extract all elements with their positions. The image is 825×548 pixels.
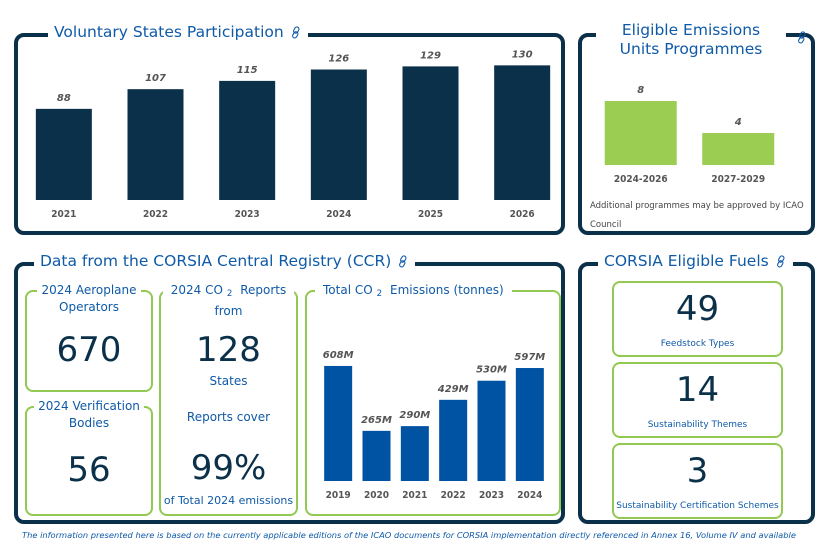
fuel-schemes-value: 3 [686, 451, 709, 491]
reports-cover-label: Reports cover [186, 410, 271, 424]
fuel-schemes-label: Sustainability Certification Schemes [616, 501, 779, 511]
fuel-feedstock-value: 49 [675, 289, 720, 329]
link-icon[interactable] [775, 254, 787, 268]
eeu-data-label: 4 [734, 117, 742, 128]
vsp-data-label: 115 [237, 65, 258, 76]
voluntary-states-panel: Voluntary States Participation 88 2021 107… [14, 23, 565, 235]
em-category-label: 2023 [479, 490, 504, 501]
emissions-card: Total CO 2 Emissions (tonnes) 608M 2019 265… [305, 283, 561, 516]
vsp-bar[interactable] [494, 65, 551, 200]
em-bar[interactable] [324, 365, 353, 481]
link-icon[interactable] [796, 31, 808, 44]
vsp-data-label: 129 [420, 50, 441, 61]
fuels-title: CORSIA Eligible Fuels [598, 252, 793, 270]
link-icon[interactable] [397, 254, 409, 268]
reports-card: 2024 CO 2 Reports from 128 States Reports… [159, 283, 298, 516]
eeu-data-label: 8 [637, 85, 644, 96]
fuel-feedstock-label: Feedstock Types [660, 339, 735, 349]
em-data-label: 290M [399, 410, 430, 421]
fuel-themes-value: 14 [675, 370, 720, 410]
fuels-panel: CORSIA Eligible Fuels 49 Feedstock Types… [578, 252, 815, 524]
em-data-label: 530M [476, 365, 507, 376]
ccr-panel: Data from the CORSIA Central Registry (C… [14, 252, 565, 524]
fuels-title-text: CORSIA Eligible Fuels [604, 252, 769, 270]
vsp-bar[interactable] [310, 69, 367, 201]
vsp-category-label: 2026 [510, 209, 535, 220]
eligible-units-note: Additional programmes may be approved by… [590, 201, 804, 230]
fuel-feedstock-card: 49 Feedstock Types [612, 281, 783, 357]
eligible-units-title-line1: Eligible Emissions [621, 21, 761, 39]
em-bar[interactable] [362, 430, 391, 481]
vsp-bar[interactable] [35, 108, 92, 200]
em-category-label: 2024 [517, 490, 542, 501]
vsp-bar[interactable] [127, 89, 184, 200]
eligible-units-chart: 8 2024-2026 4 2027-2029 [604, 85, 775, 185]
eligible-units-title: Eligible Emissions Units Programmes [596, 21, 806, 59]
reports-cover-caption: of Total 2024 emissions [163, 494, 294, 507]
eeu-bar[interactable] [604, 101, 677, 165]
vsp-data-label: 107 [145, 73, 166, 84]
ccr-title-text: Data from the CORSIA Central Registry (C… [40, 252, 392, 270]
eeu-category-label: 2027-2029 [711, 174, 765, 185]
verification-card: 2024 Verification Bodies 56 [25, 399, 153, 516]
em-bar[interactable] [439, 399, 468, 481]
voluntary-states-chart: 88 2021 107 2022 115 2023 126 2024 129 2025 130 202… [35, 49, 551, 220]
em-bar[interactable] [400, 426, 429, 481]
reports-states-value: 128 [196, 330, 261, 370]
vsp-category-label: 2021 [51, 209, 76, 220]
eeu-category-label: 2024-2026 [614, 174, 668, 185]
vsp-bar[interactable] [219, 80, 276, 200]
operators-card: 2024 Aeroplane Operators 670 [25, 283, 153, 392]
vsp-data-label: 88 [57, 93, 71, 104]
voluntary-states-title: Voluntary States Participation [48, 23, 308, 41]
em-category-label: 2019 [326, 490, 351, 501]
vsp-data-label: 126 [328, 54, 349, 65]
eeu-bar[interactable] [702, 133, 775, 165]
verification-title: 2024 Verification Bodies [27, 398, 151, 432]
link-icon[interactable] [290, 25, 302, 39]
eligible-units-panel: Eligible Emissions Units Programmes 8 202… [578, 21, 815, 235]
operators-title: 2024 Aeroplane Operators [27, 282, 151, 316]
reports-states-caption: States [209, 374, 248, 388]
reports-cover-value: 99% [190, 448, 267, 488]
verification-value: 56 [67, 450, 111, 490]
em-category-label: 2020 [364, 490, 389, 501]
vsp-bar[interactable] [402, 66, 459, 200]
reports-title: 2024 CO 2 Reports from [161, 282, 296, 320]
operators-value: 670 [56, 330, 122, 370]
em-data-label: 429M [437, 384, 469, 395]
fuel-themes-card: 14 Sustainability Themes [612, 362, 783, 438]
em-category-label: 2022 [441, 490, 466, 501]
em-data-label: 265M [361, 415, 392, 426]
vsp-category-label: 2025 [418, 209, 443, 220]
emissions-chart: 608M 2019 265M 2020 290M 2021 429M 2022 530M 2023… [323, 350, 546, 501]
vsp-category-label: 2023 [235, 209, 260, 220]
em-bar[interactable] [515, 368, 544, 481]
eligible-units-title-line2: Units Programmes [619, 40, 763, 58]
em-category-label: 2021 [402, 490, 427, 501]
fuel-schemes-card: 3 Sustainability Certification Schemes [612, 443, 783, 519]
vsp-category-label: 2024 [326, 209, 351, 220]
em-data-label: 597M [514, 352, 545, 363]
vsp-data-label: 130 [512, 49, 533, 60]
ccr-title: Data from the CORSIA Central Registry (C… [34, 252, 416, 270]
voluntary-states-title-text: Voluntary States Participation [54, 23, 284, 41]
footer-disclaimer: The information presented here is based … [22, 530, 796, 540]
vsp-category-label: 2022 [143, 209, 168, 220]
fuel-themes-label: Sustainability Themes [647, 420, 748, 430]
em-bar[interactable] [477, 380, 506, 481]
emissions-title: Total CO 2 Emissions (tonnes) [315, 282, 559, 303]
em-data-label: 608M [323, 350, 354, 361]
